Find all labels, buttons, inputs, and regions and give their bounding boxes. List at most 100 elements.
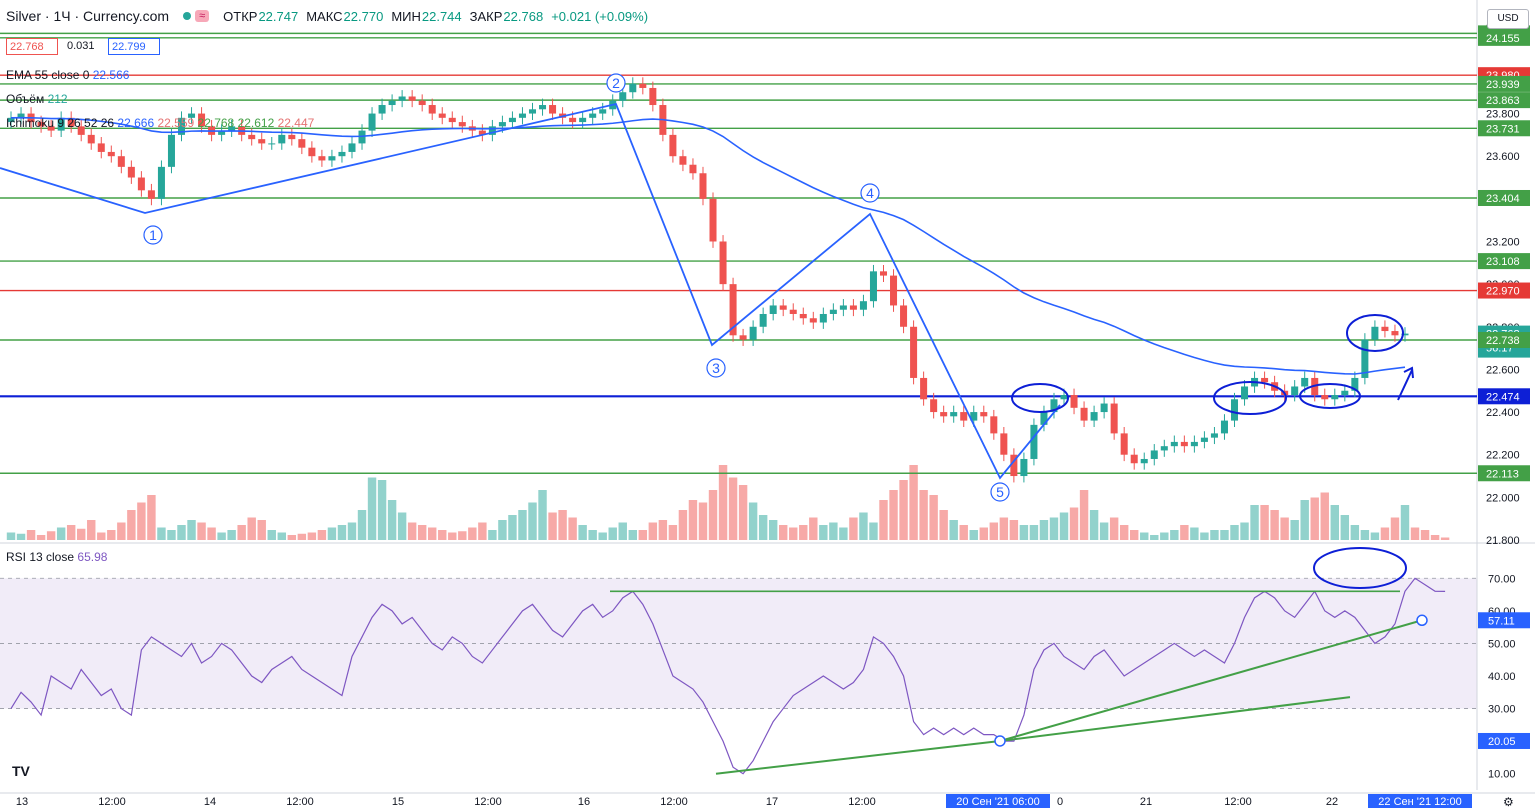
volume-bar [26, 530, 36, 540]
candle-body [408, 96, 416, 101]
candle-body [779, 305, 787, 310]
volume-bar [989, 522, 999, 540]
candle-body [67, 117, 75, 127]
volume-bar [588, 530, 597, 540]
price-tick-23.600: 23.600 [1486, 151, 1520, 163]
candle-body [1000, 433, 1008, 455]
candle-body [388, 100, 396, 106]
time-highlight-box [1368, 794, 1472, 808]
candle-body [478, 130, 486, 135]
volume-bar [237, 525, 246, 540]
price-tick-22.738: 22.738 [1486, 335, 1520, 347]
candle-body [599, 109, 607, 114]
volume-bar [899, 480, 908, 540]
time-tick-6: 16 [578, 796, 590, 808]
volume-bar [297, 533, 307, 540]
market-open-dot-icon [183, 12, 192, 20]
ask-price-box[interactable]: 22.799 [108, 38, 160, 55]
bid-price-box[interactable]: 22.768 [6, 38, 58, 55]
volume-label: Объём [6, 92, 45, 106]
wave-icon[interactable]: ≈ [195, 10, 210, 22]
volume-bar [347, 522, 357, 540]
rsi-line [10, 577, 1446, 775]
volume-bar [287, 535, 297, 540]
candle-body [849, 305, 857, 310]
candle-body [1020, 458, 1028, 477]
annotation-ellipse [1011, 383, 1069, 413]
candle-body [37, 122, 45, 127]
volume-bar [1330, 505, 1339, 540]
candle-body [438, 113, 446, 118]
price-tick-22.000: 22.000 [1486, 492, 1520, 504]
volume-bar [277, 532, 286, 540]
price-tick-23.404: 23.404 [1486, 193, 1520, 205]
time-tick-10: 20 Сен '21 06:00 [956, 796, 1039, 808]
volume-bar [267, 530, 276, 540]
rsi-legend[interactable]: RSI 13 close 65.98 [6, 550, 107, 564]
wave-label-circle [860, 183, 880, 203]
currency-select[interactable]: USD [1487, 9, 1529, 29]
volume-bar [187, 520, 196, 540]
candle-body [137, 177, 145, 191]
candle-body [579, 117, 587, 123]
symbol-title[interactable]: Silver · 1Ч · Currency.com [6, 8, 170, 24]
volume-bar [1270, 510, 1279, 540]
time-tick-3: 12:00 [286, 796, 314, 808]
candle-body [258, 139, 266, 144]
candle-body [17, 113, 25, 118]
volume-bar [889, 490, 898, 540]
time-tick-8: 17 [766, 796, 778, 808]
candle-body [1341, 390, 1349, 396]
volume-bar [177, 525, 186, 540]
level-price-box [1478, 465, 1530, 482]
candle-body [448, 117, 456, 123]
candle-body [1241, 386, 1249, 400]
candle-body [910, 326, 918, 378]
volume-legend[interactable]: Объём 212 [6, 92, 68, 106]
volume-bar [979, 527, 988, 540]
volume-bar [1089, 510, 1099, 540]
rsi-label: RSI 13 close [6, 550, 75, 564]
volume-bar [317, 530, 327, 540]
time-tick-5: 12:00 [474, 796, 502, 808]
volume-bar [919, 490, 928, 540]
candle-body [1230, 399, 1239, 421]
volume-bar [197, 522, 206, 540]
ema-legend[interactable]: EMA 55 close 0 22.566 [6, 68, 129, 82]
rsi-tick-50.00: 50.00 [1488, 638, 1516, 650]
ichimoku-legend[interactable]: Ichimoku 9 26 52 26 22.666 22.559 22.768… [6, 116, 314, 130]
candle-body [1130, 454, 1138, 464]
volume-bar [87, 520, 96, 540]
candle-body [1321, 395, 1329, 400]
price-tick-22.113: 22.113 [1486, 468, 1519, 480]
volume-bar [668, 525, 678, 540]
candle-body [549, 105, 557, 114]
volume-bar [468, 527, 477, 540]
volume-bar [819, 525, 828, 540]
rsi-trendline-3 [999, 696, 1351, 742]
volume-bar [1069, 507, 1079, 540]
volume-bar [1250, 505, 1259, 540]
volume-bar [227, 530, 236, 540]
volume-bar [859, 512, 868, 540]
open-label: ОТКР [223, 8, 258, 24]
rsi-tick-40.00: 40.00 [1488, 671, 1516, 683]
volume-bar [207, 527, 216, 540]
candle-body [198, 113, 206, 127]
volume-bar [1430, 535, 1440, 540]
volume-bar [367, 477, 377, 540]
candle-body [428, 105, 436, 114]
volume-bar [809, 517, 818, 540]
ema-label: EMA 55 close 0 [6, 68, 90, 82]
volume-bar [1109, 517, 1119, 540]
close-value: 22.768 [503, 8, 544, 24]
volume-bar [1200, 532, 1209, 540]
candle-body [729, 284, 737, 336]
volume-bar [738, 485, 748, 540]
candle-body [188, 113, 196, 118]
rsi-label-20.05: 20.05 [1488, 736, 1516, 748]
volume-bar [357, 510, 367, 540]
rsi-trendline-1 [715, 739, 1001, 775]
volume-bar [1039, 520, 1049, 540]
